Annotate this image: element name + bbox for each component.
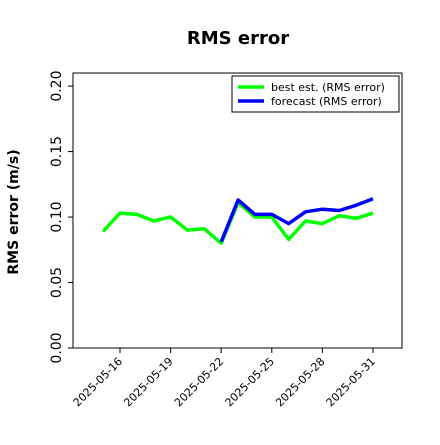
legend: best est. (RMS error)forecast (RMS error… bbox=[231, 75, 400, 113]
y-tick-label: 0.05 bbox=[49, 267, 65, 298]
legend-label: best est. (RMS error) bbox=[271, 81, 385, 94]
y-axis: 0.00 0.05 0.10 0.15 0.20 bbox=[49, 71, 73, 364]
y-tick-label: 0.15 bbox=[49, 136, 65, 167]
x-tick-label: 2025-05-25 bbox=[223, 355, 277, 409]
y-tick-label: 0.10 bbox=[49, 201, 65, 232]
x-tick-label: 2025-05-28 bbox=[273, 355, 327, 409]
chart-title: RMS error bbox=[187, 28, 289, 49]
legend-label: forecast (RMS error) bbox=[271, 95, 382, 108]
y-tick-label: 0.00 bbox=[49, 332, 65, 363]
x-tick-label: 2025-05-16 bbox=[71, 355, 125, 409]
y-tick-label: 0.20 bbox=[49, 71, 65, 102]
plot-area bbox=[72, 72, 403, 349]
series-line-forecast bbox=[219, 197, 374, 243]
series-lines bbox=[101, 197, 374, 245]
legend-box bbox=[231, 75, 400, 113]
x-tick-label: 2025-05-31 bbox=[324, 355, 378, 409]
x-axis: 2025-05-162025-05-192025-05-222025-05-25… bbox=[71, 348, 378, 409]
y-axis-label: RMS error (m/s) bbox=[6, 149, 22, 274]
x-tick-label: 2025-05-22 bbox=[172, 355, 226, 409]
x-tick-label: 2025-05-19 bbox=[121, 355, 175, 409]
